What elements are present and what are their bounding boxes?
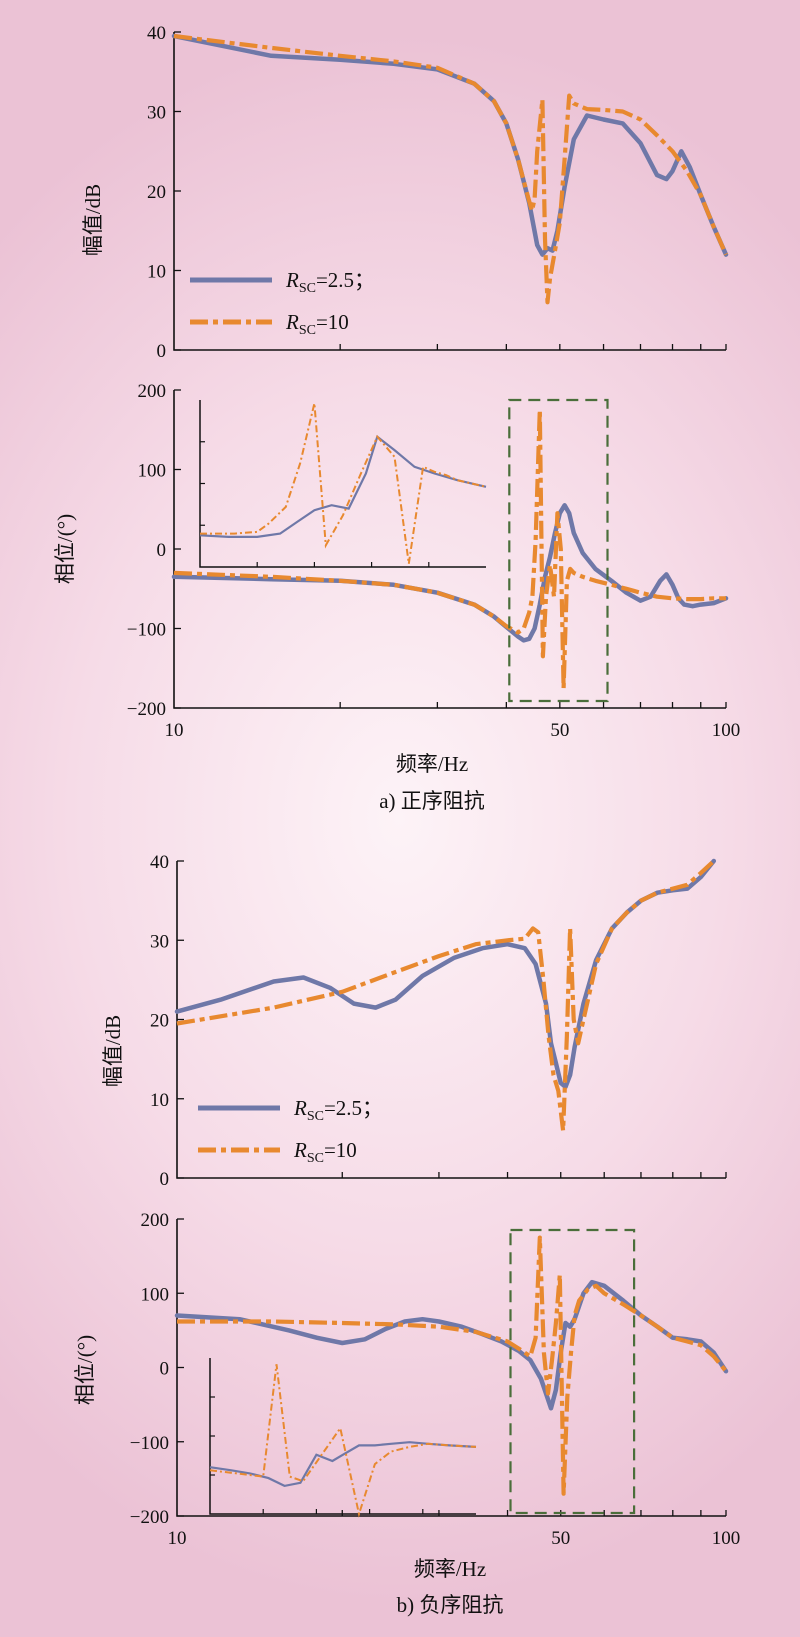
series-line-blue [171, 33, 729, 257]
zoom-box-a [508, 398, 609, 703]
axis-frame [173, 390, 726, 709]
series-line-blue [171, 503, 729, 643]
inset-a-phase [199, 400, 487, 568]
chart-b-magnitude: 0 10 20 30 40 幅值/dB RSC=2.5； RSC=10 [101, 852, 727, 1190]
legend-b-entry-orange: RSC=10 [293, 1138, 357, 1166]
y-tick-label: 20 [147, 182, 166, 203]
inset-b-phase [209, 1358, 477, 1518]
y-tick-label: 0 [157, 540, 167, 561]
y-tick-label: 10 [150, 1090, 169, 1111]
axes-a-magnitude: 0 10 20 30 40 [147, 23, 727, 362]
y-tick-label: 200 [141, 1210, 170, 1231]
series-line-orange [177, 1235, 728, 1496]
inset-series-blue [199, 434, 487, 538]
legend-a: RSC=2.5； RSC=10 [190, 268, 375, 338]
x-tick-label: 100 [712, 720, 741, 741]
axis-frame [173, 32, 726, 351]
zoom-box-b [509, 1228, 636, 1515]
inset-axes [199, 400, 486, 568]
legend-b: RSC=2.5； RSC=10 [198, 1096, 383, 1166]
series-b-magnitude [174, 858, 717, 1133]
x-tick-label: 50 [550, 720, 569, 741]
y-tick-label: 40 [147, 23, 166, 44]
x-tick-label: 50 [551, 1528, 570, 1549]
legend-a-entry-orange: RSC=10 [285, 310, 349, 338]
chart-a-magnitude: 0 10 20 30 40 幅值/dB RSC=2.5； RSC=10 [81, 23, 729, 362]
legend-a-entry-blue: RSC=2.5； [285, 268, 375, 296]
xlabel-a-phase: 频率/Hz [396, 752, 468, 776]
y-tick-label: −200 [127, 699, 166, 720]
xlabel-b-phase: 频率/Hz [414, 1557, 486, 1581]
x-tick-label: 10 [168, 1528, 187, 1549]
legend-b-entry-blue: RSC=2.5； [293, 1096, 383, 1124]
y-tick-label: 100 [141, 1284, 170, 1305]
y-tick-label: 10 [147, 262, 166, 283]
caption-b: b) 负序阻抗 [397, 1593, 504, 1617]
y-tick-label: 0 [160, 1359, 170, 1380]
axes-a-phase: −200 −100 0 100 200 10 50 100 [127, 381, 740, 741]
chart-a-phase: −200 −100 0 100 200 10 50 100 相位/(°) 频率/Hz a) 正… [53, 381, 740, 813]
series-line-orange [176, 859, 716, 1133]
series-line-blue [174, 1279, 729, 1411]
y-tick-label: −100 [127, 620, 166, 641]
y-tick-label: 20 [150, 1011, 169, 1032]
axis-frame [176, 1219, 726, 1517]
y-tick-label: 100 [138, 461, 167, 482]
y-tick-label: 200 [138, 381, 167, 402]
series-a-phase [171, 407, 729, 691]
ylabel-a-phase: 相位/(°) [53, 514, 77, 584]
inset-series-orange [209, 1364, 477, 1518]
y-tick-label: −200 [130, 1507, 169, 1528]
caption-a: a) 正序阻抗 [379, 789, 485, 813]
series-line-orange [173, 407, 726, 691]
axes-b-phase: −200 −100 0 100 200 10 50 100 [130, 1210, 740, 1549]
y-tick-label: 0 [157, 341, 167, 362]
inset-series-blue [209, 1441, 477, 1488]
ylabel-b-magnitude: 幅值/dB [101, 1015, 125, 1087]
series-a-magnitude [171, 33, 729, 305]
inset-series-orange [200, 403, 487, 564]
series-line-orange [173, 33, 728, 305]
chart-b-phase: −200 −100 0 100 200 10 50 100 相位/(°) 频率/Hz b) 负… [73, 1210, 740, 1617]
axes-b-magnitude: 0 10 20 30 40 [150, 852, 727, 1190]
ylabel-b-phase: 相位/(°) [73, 1335, 97, 1405]
ylabel-a-magnitude: 幅值/dB [81, 184, 105, 256]
y-tick-label: 40 [150, 852, 169, 873]
y-tick-label: 30 [147, 103, 166, 124]
inset-axes [209, 1358, 476, 1515]
y-tick-label: −100 [130, 1433, 169, 1454]
y-tick-label: 0 [160, 1169, 170, 1190]
axis-frame [176, 861, 726, 1179]
series-b-phase [174, 1235, 729, 1496]
x-tick-label: 100 [712, 1528, 741, 1549]
series-line-blue [174, 858, 717, 1090]
y-tick-label: 30 [150, 931, 169, 952]
x-tick-label: 10 [165, 720, 184, 741]
